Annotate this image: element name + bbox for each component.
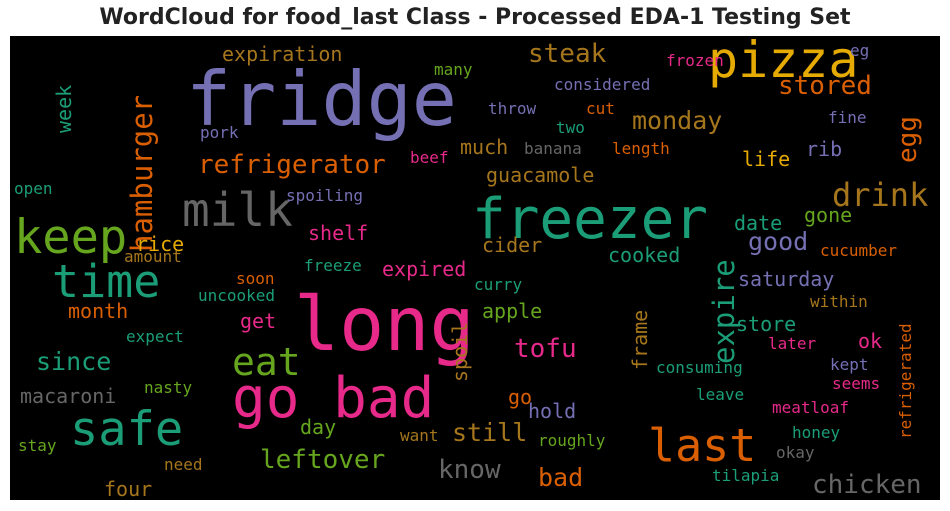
word-month: month	[68, 299, 128, 323]
word-need: need	[164, 455, 203, 474]
word-later: later	[768, 334, 817, 353]
word-life: life	[742, 147, 790, 171]
word-safe: safe	[70, 402, 183, 457]
word-go: go	[508, 385, 532, 409]
word-honey: honey	[792, 423, 841, 442]
word-cucumber: cucumber	[820, 241, 897, 260]
word-know: know	[438, 455, 501, 485]
word-roughly: roughly	[538, 431, 606, 450]
word-expire: expire	[707, 259, 741, 364]
word-beef: beef	[410, 148, 449, 167]
word-shelf: shelf	[308, 221, 368, 245]
word-long: long	[294, 280, 475, 368]
word-eg: eg	[850, 41, 869, 60]
word-last: last	[648, 419, 756, 472]
word-okay: okay	[776, 443, 815, 462]
word-cooked: cooked	[608, 243, 680, 267]
word-week: week	[52, 85, 76, 133]
word-tilapia: tilapia	[712, 466, 779, 485]
word-chicken: chicken	[812, 470, 922, 500]
word-pizza: pizza	[708, 36, 859, 89]
word-much: much	[460, 135, 508, 159]
word-go-bad: go bad	[232, 366, 434, 431]
word-date: date	[734, 211, 782, 235]
wordcloud-canvas: fridge long freezer go bad pizza keep safe time…	[10, 36, 940, 500]
word-considered: considered	[554, 75, 650, 94]
word-still: still	[452, 418, 527, 447]
word-freeze: freeze	[304, 256, 362, 275]
word-day: day	[300, 415, 336, 439]
word-steak: steak	[528, 39, 607, 69]
word-open: open	[14, 179, 53, 198]
word-refrigerator: refrigerator	[198, 150, 386, 180]
word-hold: hold	[528, 399, 576, 423]
word-expect: expect	[126, 327, 184, 346]
word-keep: keep	[14, 210, 127, 265]
word-frozen: frozen	[666, 51, 724, 70]
word-frame: frame	[628, 310, 652, 370]
word-four: four	[104, 477, 152, 500]
word-curry: curry	[474, 275, 523, 294]
word-leftover: leftover	[260, 445, 385, 475]
word-want: want	[400, 426, 439, 445]
word-hamburger: hamburger	[125, 95, 159, 252]
word-kept: kept	[830, 355, 869, 374]
word-cut: cut	[586, 99, 615, 118]
word-get: get	[240, 309, 276, 333]
word-stored: stored	[778, 71, 872, 101]
word-fridge: fridge	[186, 55, 457, 143]
word-meatloaf: meatloaf	[772, 398, 849, 417]
word-store: store	[736, 312, 796, 336]
word-since: since	[36, 347, 111, 376]
wordcloud-svg: fridge long freezer go bad pizza keep safe time…	[14, 36, 928, 500]
word-time: time	[52, 255, 160, 308]
word-uncooked: uncooked	[198, 286, 275, 305]
word-apple: apple	[482, 299, 542, 323]
word-throw: throw	[488, 99, 537, 118]
word-egg: egg	[893, 116, 923, 163]
word-ok: ok	[858, 329, 882, 353]
word-banana: banana	[524, 139, 582, 158]
word-monday: monday	[632, 106, 722, 135]
word-eat: eat	[232, 340, 301, 384]
word-gone: gone	[804, 203, 852, 227]
word-pork: pork	[200, 123, 239, 142]
word-spoiling: spoiling	[286, 186, 363, 205]
word-fine: fine	[828, 108, 867, 127]
word-good: good	[748, 227, 808, 256]
word-leave: leave	[696, 385, 744, 404]
word-nasty: nasty	[144, 378, 193, 397]
word-saturday: saturday	[738, 267, 834, 291]
word-rib: rib	[806, 137, 842, 161]
word-expiration: expiration	[222, 42, 342, 66]
word-refrigerated: refrigerated	[896, 323, 915, 439]
word-stay: stay	[18, 436, 57, 455]
word-many: many	[434, 60, 473, 79]
word-milk: milk	[182, 183, 293, 237]
word-spoil: spoil	[448, 322, 472, 382]
word-freezer: freezer	[472, 187, 708, 252]
word-drink: drink	[832, 176, 928, 214]
word-amount: amount	[124, 247, 182, 266]
word-cider: cider	[482, 233, 542, 257]
word-within: within	[810, 292, 868, 311]
word-two: two	[556, 118, 585, 137]
word-seems: seems	[832, 374, 880, 393]
word-macaroni: macaroni	[20, 384, 116, 408]
word-bad: bad	[538, 463, 583, 492]
word-tofu: tofu	[514, 334, 577, 364]
word-rice: rice	[136, 232, 184, 256]
word-soon: soon	[236, 269, 275, 288]
chart-title: WordCloud for food_last Class - Processe…	[99, 5, 851, 30]
word-length: length	[612, 139, 670, 158]
word-consuming: consuming	[656, 358, 743, 377]
word-expired: expired	[382, 257, 466, 281]
word-guacamole: guacamole	[486, 163, 594, 187]
